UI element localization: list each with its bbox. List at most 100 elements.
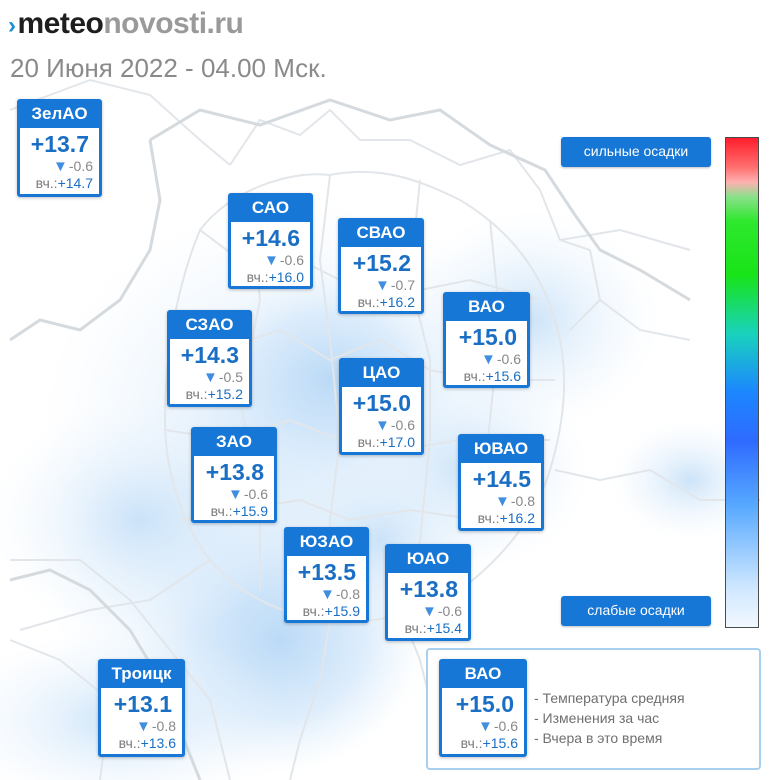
hourly-change-value: -0.8 xyxy=(335,586,360,602)
hourly-change-value: -0.6 xyxy=(243,486,268,502)
precip-scale-top-label: сильные осадки xyxy=(561,137,711,167)
legend-note-average-temp: - Температура средняя xyxy=(534,690,685,706)
yesterday-label: вч.: xyxy=(463,368,486,384)
yesterday-temperature: вч.:+15.4 xyxy=(388,620,468,637)
down-triangle-icon: ▼ xyxy=(481,351,496,368)
legend-notes: - Температура средняя - Изменения за час… xyxy=(534,688,685,748)
district-temperature: +14.3 xyxy=(180,342,239,368)
hourly-change-value: -0.6 xyxy=(496,351,521,367)
district-name: ЗелАО xyxy=(20,102,99,128)
down-triangle-icon: ▼ xyxy=(228,486,243,503)
yesterday-value: +16.0 xyxy=(268,269,304,285)
district-temperature: +15.0 xyxy=(458,324,517,350)
district-name: ЦАО xyxy=(342,361,421,387)
yesterday-label: вч.: xyxy=(35,175,58,191)
hourly-change: ▼-0.6 xyxy=(388,603,468,620)
district-card-zao: ЗАО +13.8 ▼-0.6 вч.:+15.9 xyxy=(191,427,277,523)
hourly-change-value: -0.8 xyxy=(510,493,535,509)
legend-note-hourly-change: - Изменения за час xyxy=(534,710,660,726)
yesterday-value: +15.6 xyxy=(485,368,521,384)
hourly-change: ▼-0.6 xyxy=(20,158,99,175)
district-name: СВАО xyxy=(341,221,421,247)
yesterday-temperature: вч.:+17.0 xyxy=(342,434,421,451)
hourly-change-value: -0.6 xyxy=(493,718,518,734)
district-card-vao: ВАО +15.0 ▼-0.6 вч.:+15.6 xyxy=(443,292,530,388)
logo-chevron-icon: › xyxy=(8,12,16,39)
hourly-change-value: -0.7 xyxy=(390,277,415,293)
district-name: ЮВАО xyxy=(461,437,541,463)
district-name: Троицк xyxy=(101,662,182,688)
district-temperature: +15.2 xyxy=(352,250,411,276)
district-temperature: +15.0 xyxy=(455,691,514,717)
down-triangle-icon: ▼ xyxy=(320,586,335,603)
district-name: ЮАО xyxy=(388,547,468,573)
district-card-sao: САО +14.6 ▼-0.6 вч.:+16.0 xyxy=(228,193,313,289)
date-time-title: 20 Июня 2022 - 04.00 Мск. xyxy=(10,53,327,83)
district-temperature: +13.1 xyxy=(113,691,172,717)
hourly-change-value: -0.6 xyxy=(437,603,462,619)
district-card-troick: Троицк +13.1 ▼-0.8 вч.:+13.6 xyxy=(98,659,185,757)
district-card-cao: ЦАО +15.0 ▼-0.6 вч.:+17.0 xyxy=(339,358,424,455)
yesterday-value: +15.9 xyxy=(324,603,360,619)
district-card-yuao: ЮАО +13.8 ▼-0.6 вч.:+15.4 xyxy=(385,544,471,641)
district-card-yuzao: ЮЗАО +13.5 ▼-0.8 вч.:+15.9 xyxy=(284,527,369,623)
district-name: ВАО xyxy=(442,662,524,688)
hourly-change: ▼-0.8 xyxy=(461,493,541,510)
yesterday-value: +15.4 xyxy=(426,620,462,636)
hourly-change-value: -0.5 xyxy=(218,369,243,385)
down-triangle-icon: ▼ xyxy=(375,417,390,434)
yesterday-label: вч.: xyxy=(118,735,141,751)
yesterday-label: вч.: xyxy=(460,735,483,751)
precip-scale-bottom-label: слабые осадки xyxy=(561,596,711,626)
yesterday-temperature: вч.:+15.2 xyxy=(170,386,249,403)
yesterday-label: вч.: xyxy=(185,386,208,402)
hourly-change: ▼-0.8 xyxy=(101,718,182,735)
hourly-change-value: -0.8 xyxy=(151,718,176,734)
down-triangle-icon: ▼ xyxy=(375,277,390,294)
yesterday-value: +14.7 xyxy=(57,175,93,191)
yesterday-label: вч.: xyxy=(210,503,233,519)
down-triangle-icon: ▼ xyxy=(264,252,279,269)
hourly-change: ▼-0.6 xyxy=(342,417,421,434)
hourly-change-value: -0.6 xyxy=(390,417,415,433)
district-name: ВАО xyxy=(446,295,527,321)
precip-intensity-scale xyxy=(725,137,759,628)
district-temperature: +13.8 xyxy=(205,459,264,485)
hourly-change: ▼-0.6 xyxy=(446,351,527,368)
district-card-svao: СВАО +15.2 ▼-0.7 вч.:+16.2 xyxy=(338,218,424,314)
yesterday-label: вч.: xyxy=(404,620,427,636)
down-triangle-icon: ▼ xyxy=(422,603,437,620)
yesterday-value: +15.9 xyxy=(232,503,268,519)
down-triangle-icon: ▼ xyxy=(495,493,510,510)
yesterday-value: +16.2 xyxy=(379,294,415,310)
hourly-change: ▼-0.6 xyxy=(231,252,310,269)
district-temperature: +13.7 xyxy=(30,131,89,157)
hourly-change: ▼-0.6 xyxy=(194,486,274,503)
hourly-change: ▼-0.5 xyxy=(170,369,249,386)
district-name: ЮЗАО xyxy=(287,530,366,556)
down-triangle-icon: ▼ xyxy=(53,158,68,175)
site-logo[interactable]: ›meteonovosti.ru xyxy=(8,4,244,46)
yesterday-temperature: вч.:+14.7 xyxy=(20,175,99,192)
hourly-change-value: -0.6 xyxy=(279,252,304,268)
district-temperature: +14.6 xyxy=(241,225,300,251)
yesterday-temperature: вч.:+15.6 xyxy=(442,735,524,752)
yesterday-value: +15.2 xyxy=(207,386,243,402)
yesterday-value: +16.2 xyxy=(499,510,535,526)
district-temperature: +14.5 xyxy=(472,466,531,492)
yesterday-value: +17.0 xyxy=(379,434,415,450)
district-temperature: +13.5 xyxy=(297,559,356,585)
logo-text-light: novosti.ru xyxy=(103,7,244,40)
district-temperature: +13.8 xyxy=(399,576,458,602)
district-name: ЗАО xyxy=(194,430,274,456)
yesterday-temperature: вч.:+13.6 xyxy=(101,735,182,752)
yesterday-temperature: вч.:+16.2 xyxy=(461,510,541,527)
yesterday-label: вч.: xyxy=(357,294,380,310)
down-triangle-icon: ▼ xyxy=(136,718,151,735)
hourly-change: ▼-0.7 xyxy=(341,277,421,294)
hourly-change: ▼-0.8 xyxy=(287,586,366,603)
district-card-zelao: ЗелАО +13.7 ▼-0.6 вч.:+14.7 xyxy=(17,99,102,197)
district-card-yuvao: ЮВАО +14.5 ▼-0.8 вч.:+16.2 xyxy=(458,434,544,531)
yesterday-temperature: вч.:+15.9 xyxy=(194,503,274,520)
